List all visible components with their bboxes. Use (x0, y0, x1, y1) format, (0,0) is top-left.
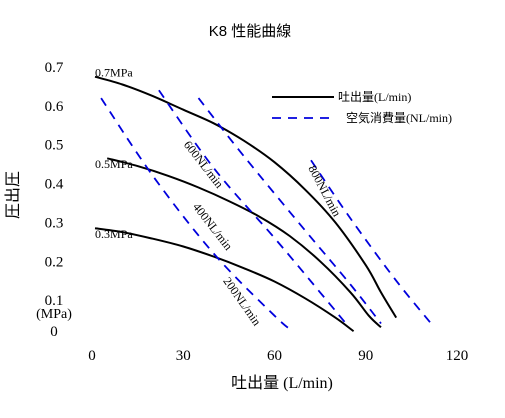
x-tick-label: 0 (88, 348, 96, 364)
x-axis-title: 吐出量 (L/min) (231, 374, 333, 392)
curve-label: 400NL/min (190, 200, 236, 253)
curve-label: 0.3MPa (95, 227, 133, 241)
y-axis-ticks: 0 0.1 0.2 0.3 0.4 0.5 0.6 0.7 (45, 60, 64, 340)
y-tick-label: 0.3 (45, 215, 64, 231)
legend-label: 空気消費量(NL/min) (346, 110, 452, 125)
y-tick-label: 0.1 (45, 293, 64, 309)
y-tick-label: 0.7 (45, 60, 64, 76)
air-consumption-line-400nl-min (158, 89, 349, 326)
y-axis-unit: (MPa) (36, 307, 72, 322)
legend-label: 吐出量(L/min) (338, 90, 411, 104)
x-tick-label: 90 (358, 348, 373, 364)
legend: 吐出量(L/min) 空気消費量(NL/min) (272, 90, 452, 125)
discharge-line-0-3mpa (94, 227, 355, 333)
x-axis-ticks: 0 30 60 90 120 (88, 348, 468, 364)
discharge-line-0-5mpa (106, 157, 382, 329)
x-tick-label: 60 (267, 348, 282, 364)
y-axis-title: 圧出圧 (4, 171, 22, 219)
y-tick-label: 0 (50, 324, 58, 340)
x-tick-label: 120 (446, 348, 469, 364)
curve-label: 200NL/min (220, 274, 264, 328)
y-axis-label: 圧出圧 (4, 171, 22, 219)
curve-label: 0.5MPa (95, 157, 133, 171)
discharge-line-0-7mpa (94, 75, 398, 319)
y-tick-label: 0.5 (45, 138, 64, 154)
plot-area: 0.7MPa0.5MPa0.3MPa200NL/min400NL/min600N… (94, 66, 434, 333)
chart-title: K8 性能曲線 (209, 23, 292, 40)
y-tick-label: 0.4 (45, 177, 64, 193)
x-tick-label: 30 (176, 348, 191, 364)
curve-label: 0.7MPa (95, 66, 133, 80)
air-consumption-line-600nl-min (197, 97, 382, 325)
air-consumption-line-800nl-min (310, 159, 434, 326)
y-tick-label: 0.2 (45, 254, 64, 270)
y-tick-label: 0.6 (45, 99, 64, 115)
